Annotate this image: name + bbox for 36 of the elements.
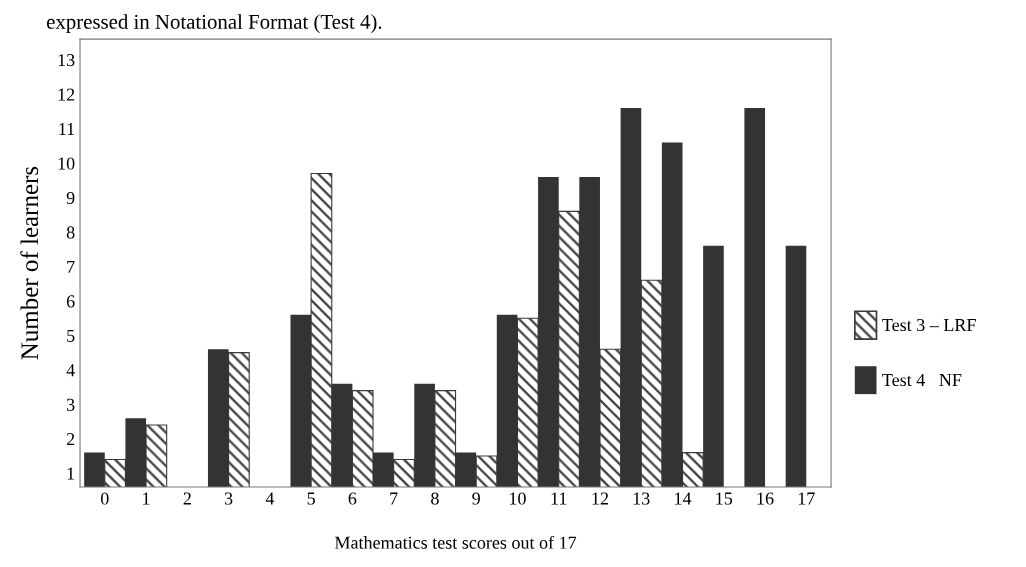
y-tick-label: 4 [66,364,75,377]
x-tick-label: 12 [592,492,609,505]
x-tick-label: 17 [798,492,815,505]
x-tick-label: 13 [633,492,650,505]
x-tick-label: 10 [510,492,526,505]
x-tick-label: 9 [472,492,480,505]
x-tick-label: 15 [716,492,733,505]
y-tick-label: 8 [66,226,75,239]
x-tick-label: 0 [100,492,109,505]
y-tick-label: 3 [67,398,75,411]
y-tick-label: 6 [66,295,75,308]
x-tick-label: 14 [675,492,692,505]
x-tick-label: 3 [224,492,233,505]
legend-label: Test 4 NF [882,374,962,387]
x-tick-label: 16 [757,492,774,505]
y-tick-label: 11 [59,123,75,135]
x-tick-label: 11 [551,492,567,505]
legend-label: Test 3 – LRF [882,318,976,332]
y-tick-label: 12 [58,88,75,101]
x-tick-label: 4 [265,492,275,505]
chart-title: expressed in Notational Format (Test 4). [46,14,382,34]
y-tick-label: 7 [67,260,75,273]
x-tick-label: 8 [431,492,439,505]
y-tick-label: 13 [58,54,75,67]
y-tick-label: 5 [67,329,75,342]
x-tick-label: 1 [143,492,150,505]
y-tick-label: 9 [66,191,75,205]
x-tick-label: 7 [390,492,398,505]
y-axis-title: Number of learners [20,166,39,360]
x-tick-label: 6 [348,492,357,505]
y-tick-label: 1 [67,467,75,480]
x-tick-label: 5 [307,492,315,505]
y-tick-label: 10 [58,157,75,170]
x-tick-label: 2 [183,492,191,505]
y-tick-label: 2 [66,433,75,446]
x-axis-title: Mathematics test scores out of 17 [334,535,577,549]
